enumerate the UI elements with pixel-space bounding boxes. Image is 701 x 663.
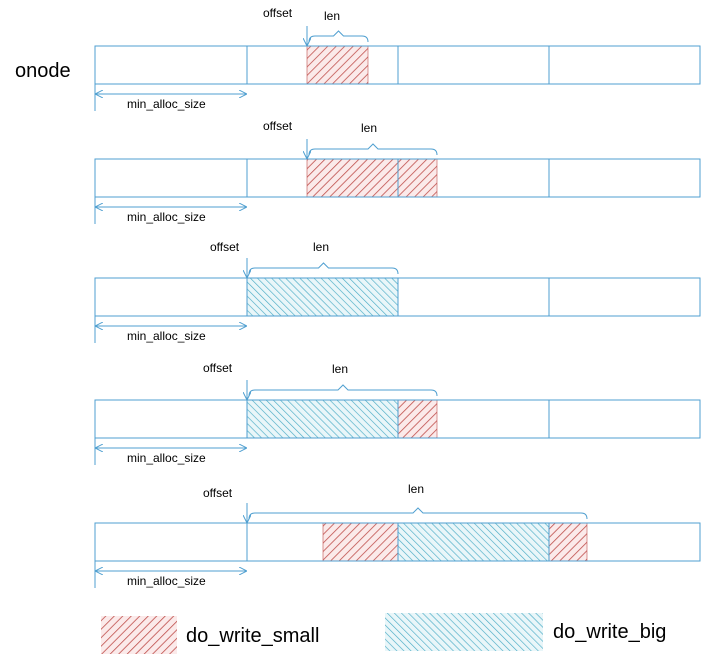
legend-swatch-big	[385, 613, 543, 651]
min-alloc-size-label: min_alloc_size	[127, 210, 206, 224]
write-segment-small	[306, 158, 399, 198]
offset-label: offset	[203, 486, 233, 500]
len-label: len	[361, 121, 377, 135]
len-brace	[248, 262, 399, 275]
min-alloc-size-label: min_alloc_size	[127, 329, 206, 343]
len-label: len	[332, 362, 348, 376]
len-brace	[308, 30, 369, 43]
offset-label: offset	[210, 240, 240, 254]
write-segment-big	[246, 277, 399, 317]
len-brace	[248, 507, 588, 520]
write-segment-small	[322, 522, 399, 562]
write-segment-small	[397, 399, 438, 439]
onode-title: onode	[15, 60, 71, 82]
len-label: len	[324, 9, 340, 23]
len-label: len	[313, 240, 329, 254]
write-segment-small	[548, 522, 588, 562]
write-segment-big	[397, 522, 550, 562]
len-brace	[248, 384, 438, 397]
write-segment-big	[246, 399, 399, 439]
write-segment-small	[397, 158, 438, 198]
legend-label-small: do_write_small	[186, 625, 319, 647]
min-alloc-size-label: min_alloc_size	[127, 451, 206, 465]
offset-label: offset	[203, 361, 233, 375]
len-label: len	[408, 482, 424, 496]
min-alloc-size-label: min_alloc_size	[127, 97, 206, 111]
min-alloc-size-label: min_alloc_size	[127, 574, 206, 588]
len-brace	[308, 143, 438, 156]
legend-swatch-small	[101, 616, 177, 654]
offset-label: offset	[263, 6, 293, 20]
legend-label-big: do_write_big	[553, 621, 666, 643]
write-segment-small	[306, 45, 369, 85]
offset-label: offset	[263, 119, 293, 133]
